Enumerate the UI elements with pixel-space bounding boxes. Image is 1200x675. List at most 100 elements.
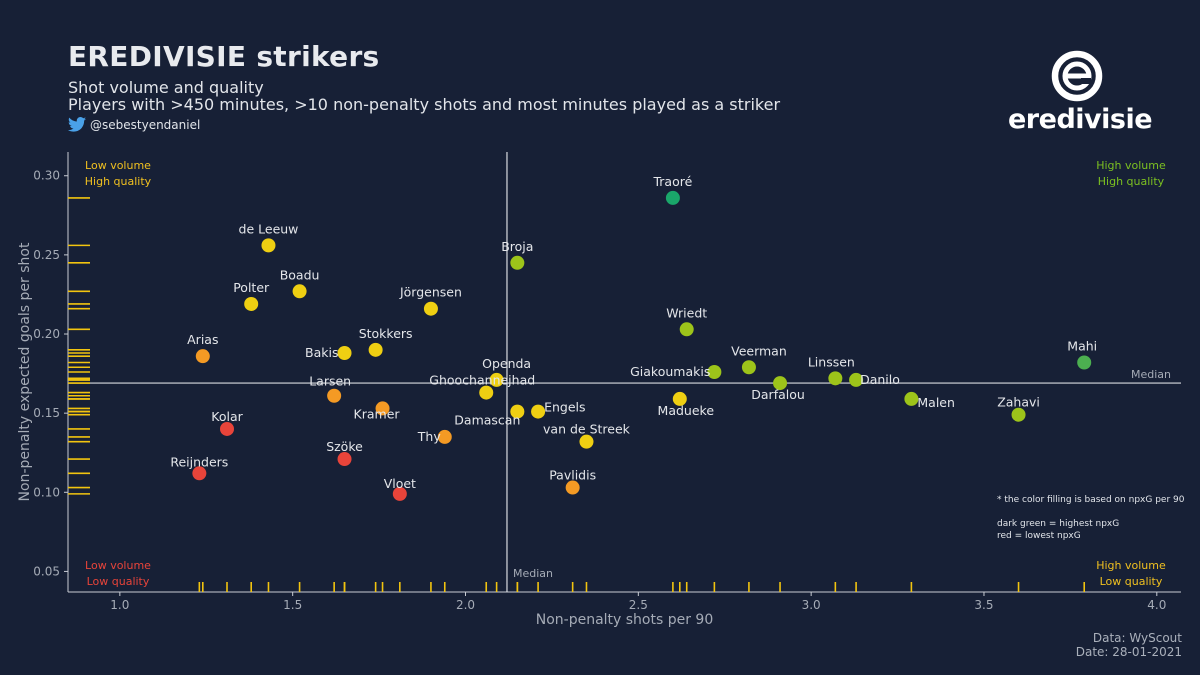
eredivisie-wordmark: eredivisie xyxy=(1008,104,1153,135)
color-note: dark green = highest npxG xyxy=(997,519,1119,529)
player-point xyxy=(665,190,680,205)
x-axis-label: Non-penalty shots per 90 xyxy=(536,612,714,628)
x-tick-label: 3.0 xyxy=(802,598,821,612)
twitter-bird-icon xyxy=(68,117,86,132)
player-label: Boadu xyxy=(280,267,320,282)
player-label: Danilo xyxy=(860,372,900,387)
player-point xyxy=(375,401,390,416)
player-point xyxy=(337,452,352,467)
player-point xyxy=(292,284,307,299)
player-point xyxy=(479,385,494,400)
handle-text: @sebestyendaniel xyxy=(90,117,201,132)
y-tick-label: 0.20 xyxy=(33,327,60,341)
x-tick-label: 3.5 xyxy=(974,598,993,612)
quadrant-label-bottom-right: Low quality xyxy=(1100,575,1163,588)
player-point xyxy=(773,376,788,391)
x-tick-label: 2.0 xyxy=(456,598,475,612)
data-source: Data: WyScout xyxy=(1092,631,1182,645)
player-label: Darfalou xyxy=(751,387,805,402)
y-tick-label: 0.30 xyxy=(33,169,60,183)
player-label: Thy xyxy=(417,429,442,444)
player-point xyxy=(423,301,438,316)
player-label: Traoré xyxy=(652,174,692,189)
player-label: Polter xyxy=(233,280,270,295)
quadrant-label-top-left: High quality xyxy=(85,175,152,188)
player-label: Stokkers xyxy=(359,326,413,341)
player-point xyxy=(579,434,594,449)
player-label: Madueke xyxy=(658,403,715,418)
quadrant-label-top-left: Low volume xyxy=(85,159,151,172)
quadrant-label-bottom-left: Low volume xyxy=(85,559,151,572)
player-point xyxy=(327,388,342,403)
player-label: Zahavi xyxy=(997,395,1040,410)
player-label: Kolar xyxy=(211,409,243,424)
player-point xyxy=(849,372,864,387)
player-label: Giakoumakis xyxy=(630,364,710,379)
y-tick-label: 0.05 xyxy=(33,564,60,578)
player-point xyxy=(672,391,687,406)
player-label: Mahi xyxy=(1067,339,1097,354)
data-date: Date: 28-01-2021 xyxy=(1075,645,1182,659)
player-point xyxy=(220,421,234,436)
player-point xyxy=(337,346,352,361)
player-point xyxy=(510,404,525,419)
y-tick-label: 0.25 xyxy=(33,248,60,262)
player-label: Openda xyxy=(482,356,531,371)
player-label: Jörgensen xyxy=(399,285,462,300)
x-tick-label: 2.5 xyxy=(629,598,648,612)
player-label: Szöke xyxy=(326,439,363,454)
player-point xyxy=(510,255,525,270)
player-label: de Leeuw xyxy=(239,221,299,236)
player-label: Pavlidis xyxy=(549,468,596,483)
player-point xyxy=(565,480,580,495)
player-point xyxy=(828,371,843,386)
player-point xyxy=(192,466,207,481)
player-point xyxy=(531,404,546,419)
player-label: Arias xyxy=(187,332,218,347)
player-label: Veerman xyxy=(731,343,787,358)
quadrant-label-bottom-right: High volume xyxy=(1096,559,1166,572)
player-label: Reijnders xyxy=(170,454,228,469)
x-tick-label: 1.5 xyxy=(283,598,302,612)
player-point xyxy=(1011,407,1026,422)
player-point xyxy=(244,296,259,311)
player-label: Larsen xyxy=(309,374,351,389)
color-note: * the color filling is based on npxG per… xyxy=(997,495,1185,505)
median-y-label: Median xyxy=(1131,368,1171,381)
player-point xyxy=(195,349,210,364)
player-label: Kramer xyxy=(354,406,401,421)
player-point xyxy=(1077,355,1092,370)
player-label: Ghoochannejhad xyxy=(429,373,535,388)
player-point xyxy=(904,391,919,406)
player-point xyxy=(261,238,276,253)
eredivisie-e-logo-icon xyxy=(1051,50,1103,102)
y-tick-label: 0.10 xyxy=(33,485,60,499)
x-tick-label: 4.0 xyxy=(1147,598,1166,612)
player-label: Broja xyxy=(501,239,533,254)
color-note: red = lowest npxG xyxy=(997,531,1081,541)
quadrant-label-top-right: High quality xyxy=(1098,175,1165,188)
y-axis-label: Non-penalty expected goals per shot xyxy=(17,242,33,501)
player-point xyxy=(368,342,383,357)
quadrant-label-bottom-left: Low quality xyxy=(87,575,150,588)
player-point xyxy=(741,360,756,375)
player-point xyxy=(392,486,407,501)
player-label: Wriedt xyxy=(666,305,707,320)
median-x-label: Median xyxy=(513,567,553,580)
y-tick-label: 0.15 xyxy=(33,406,60,420)
player-point xyxy=(489,372,504,387)
author-handle: @sebestyendaniel xyxy=(68,117,200,132)
x-tick-label: 1.0 xyxy=(110,598,129,612)
player-label: Engels xyxy=(544,400,585,415)
subtitle-criteria: Players with >450 minutes, >10 non-penal… xyxy=(68,95,781,114)
player-label: Damascan xyxy=(454,413,520,428)
quadrant-label-top-right: High volume xyxy=(1096,159,1166,172)
subtitle: Shot volume and quality xyxy=(68,78,264,97)
player-point xyxy=(679,322,694,337)
player-label: Vloet xyxy=(384,476,416,491)
player-label: Linssen xyxy=(808,354,855,369)
player-point xyxy=(707,365,722,379)
player-label: van de Streek xyxy=(543,422,631,437)
player-label: Bakis xyxy=(305,345,338,360)
